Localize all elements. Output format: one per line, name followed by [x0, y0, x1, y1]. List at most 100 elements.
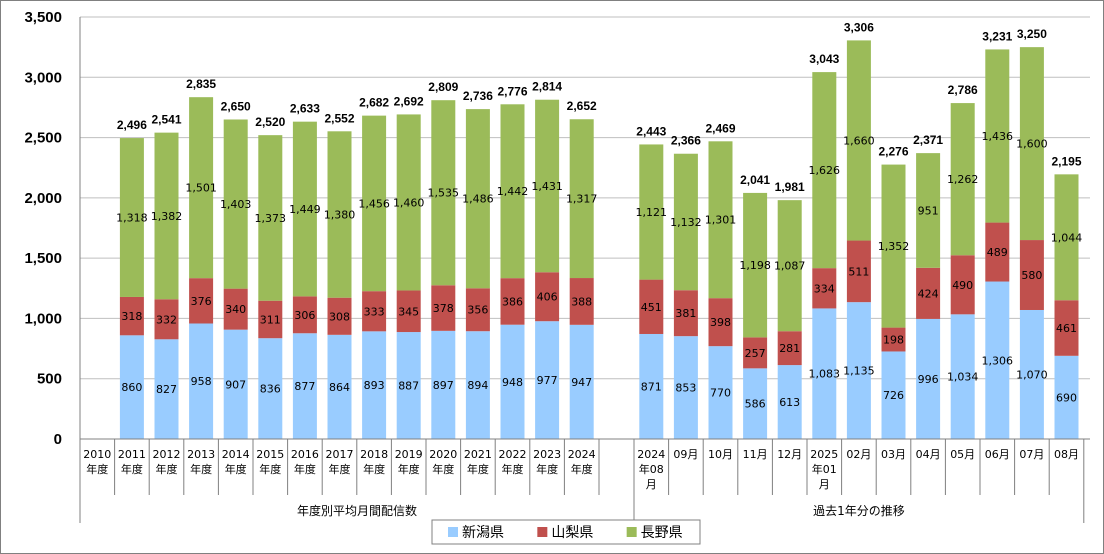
bar-segment — [189, 97, 214, 279]
bar-segment — [258, 135, 283, 301]
data-label: 1,306 — [982, 354, 1014, 367]
data-label: 948 — [502, 376, 523, 389]
data-label: 1,318 — [116, 212, 148, 225]
bar-segment — [154, 339, 179, 439]
data-label: 1,373 — [255, 212, 287, 225]
data-label: 306 — [294, 309, 315, 322]
bar-segment — [535, 272, 560, 322]
total-label: 2,814 — [532, 80, 562, 94]
total-label: 2,682 — [359, 96, 389, 110]
x-tick-label: 2025 — [810, 448, 838, 461]
bar-segment — [1019, 240, 1044, 310]
x-tick-label: 10月 — [708, 448, 733, 461]
data-label: 887 — [398, 380, 419, 393]
data-label: 947 — [571, 376, 592, 389]
data-label: 977 — [537, 374, 558, 387]
total-label: 2,371 — [913, 133, 943, 147]
data-label: 951 — [918, 204, 939, 217]
bar-segment — [223, 288, 248, 330]
bar-segment — [1019, 309, 1044, 439]
data-label: 1,135 — [843, 365, 875, 378]
data-label: 378 — [433, 302, 454, 315]
x-tick-label: 2010 — [83, 448, 111, 461]
bar-segment — [743, 192, 768, 338]
x-tick-label: 年度 — [294, 462, 316, 476]
bar-segment — [223, 329, 248, 439]
bar-segment — [950, 255, 975, 315]
bar-segment — [535, 99, 560, 273]
legend: 新潟県 山梨県 長野県 — [431, 519, 701, 545]
data-label: 853 — [675, 382, 696, 395]
x-tick-label: 年度 — [398, 462, 420, 476]
data-label: 1,431 — [531, 180, 563, 193]
bar-segment — [327, 131, 352, 298]
bar-segment — [119, 335, 144, 439]
x-tick-label: 11月 — [743, 448, 768, 461]
bar-segment — [743, 337, 768, 369]
bar-segment — [673, 153, 698, 291]
total-label: 2,786 — [948, 83, 978, 97]
data-label: 406 — [537, 291, 558, 304]
total-label: 2,469 — [705, 121, 735, 135]
data-label: 1,034 — [947, 371, 979, 384]
y-tick-label: 2,500 — [24, 130, 62, 147]
bar-segment — [743, 368, 768, 439]
data-label: 308 — [329, 310, 350, 323]
bar-segment — [431, 100, 456, 286]
data-label: 1,352 — [878, 240, 910, 253]
x-tick-label: 年度 — [502, 462, 524, 476]
data-label: 1,449 — [289, 203, 321, 216]
x-tick-label: 年度 — [121, 462, 143, 476]
data-label: 489 — [987, 246, 1008, 259]
bar-segment — [258, 338, 283, 439]
total-label: 2,835 — [186, 77, 216, 91]
data-label: 424 — [918, 287, 939, 300]
y-tick-label: 3,000 — [24, 69, 62, 86]
bar-segment — [916, 153, 941, 268]
bar-segment — [777, 331, 802, 366]
bar-segment — [985, 281, 1010, 439]
y-tick-label: 3,500 — [24, 9, 62, 26]
total-label: 3,306 — [844, 20, 874, 34]
data-label: 1,317 — [566, 193, 598, 206]
bar-segment — [639, 279, 664, 334]
bar-segment — [258, 300, 283, 339]
x-tick-label: 2017 — [326, 448, 354, 461]
data-label: 580 — [1021, 269, 1042, 282]
bar-segment — [500, 278, 525, 325]
total-label: 2,520 — [255, 115, 285, 129]
data-label: 893 — [364, 379, 385, 392]
x-tick-label: 04月 — [916, 448, 941, 461]
x-tick-label: 09月 — [673, 448, 698, 461]
data-label: 1,486 — [462, 193, 494, 206]
data-label: 281 — [779, 342, 800, 355]
bar-segment — [189, 323, 214, 439]
total-label: 2,443 — [636, 124, 666, 138]
data-label: 451 — [641, 301, 662, 314]
data-label: 871 — [641, 380, 662, 393]
x-tick-label: 05月 — [950, 448, 975, 461]
data-label: 1,660 — [843, 134, 875, 147]
data-label: 198 — [883, 334, 904, 347]
total-label: 2,366 — [671, 134, 701, 148]
data-label: 340 — [225, 303, 246, 316]
bar-segment — [431, 330, 456, 439]
data-label: 332 — [156, 313, 177, 326]
x-tick-label: 月 — [646, 478, 657, 491]
bar-segment — [881, 327, 906, 352]
data-label: 376 — [191, 295, 212, 308]
data-label: 894 — [467, 379, 488, 392]
data-label: 1,626 — [809, 164, 841, 177]
bar-segment — [639, 144, 664, 280]
x-tick-label: 2023 — [533, 448, 561, 461]
data-label: 827 — [156, 383, 177, 396]
bar-segment — [846, 40, 871, 241]
data-label: 726 — [883, 389, 904, 402]
bar-segment — [154, 299, 179, 340]
x-tick-label: 12月 — [777, 448, 802, 461]
bar-segment — [292, 296, 317, 334]
x-tick-label: 2011 — [118, 448, 146, 461]
x-tick-label: 月 — [819, 478, 830, 491]
total-label: 2,541 — [151, 113, 181, 127]
bar-segment — [846, 302, 871, 439]
